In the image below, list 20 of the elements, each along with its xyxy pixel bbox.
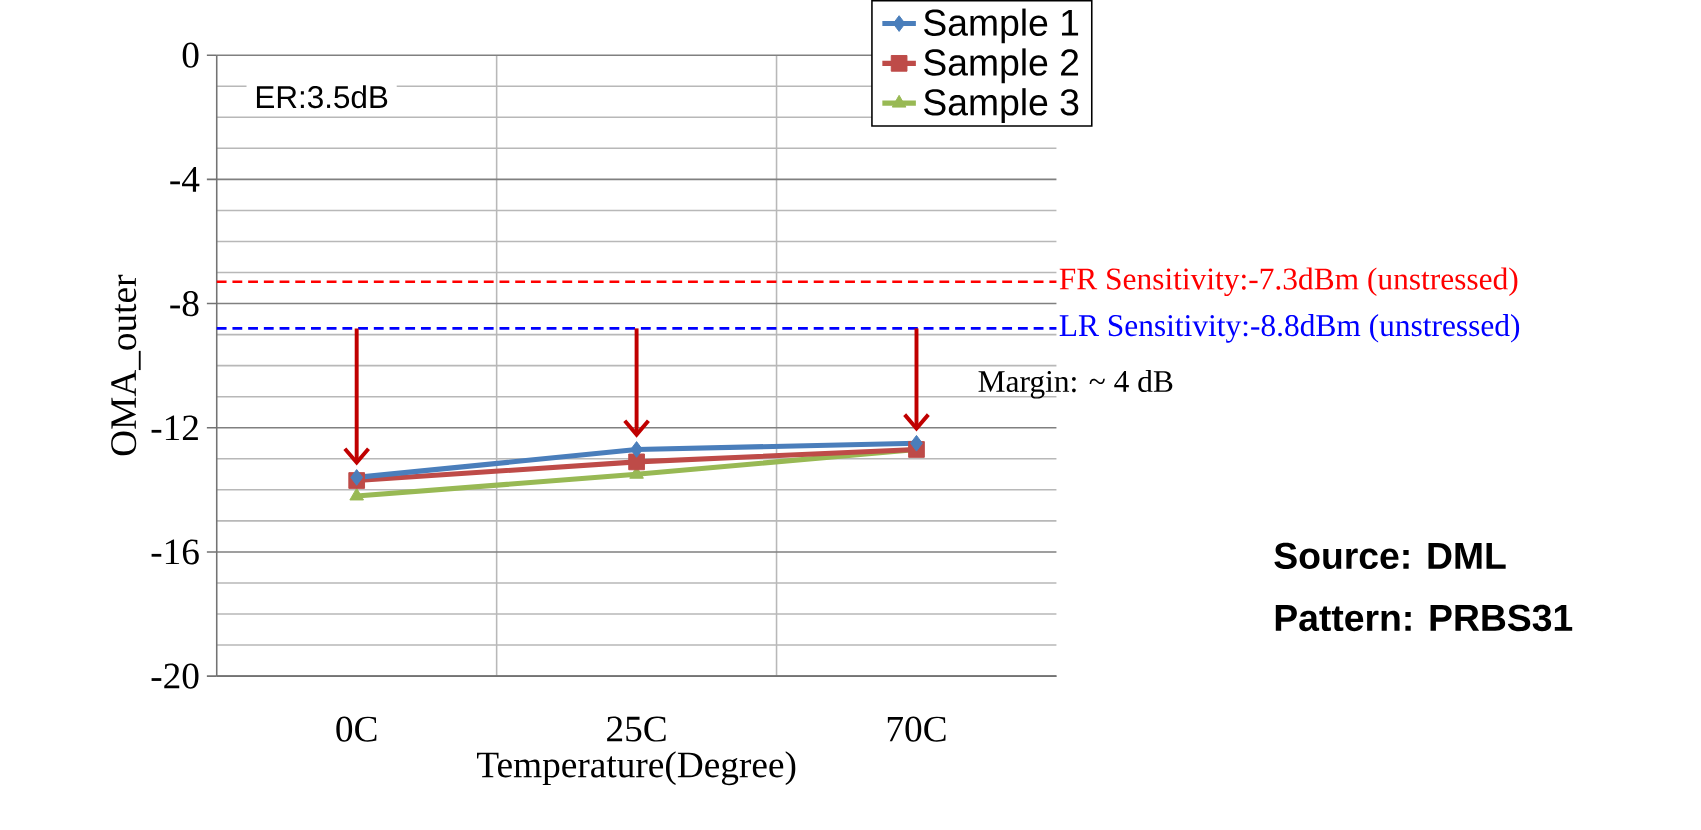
annotation: Margin: ~ 4 dB — [978, 370, 1173, 399]
x-tick-label: 70C — [887, 716, 946, 742]
legend-label: Sample 1 — [924, 8, 1079, 44]
y-tick-label: 0 — [182, 42, 199, 68]
y-axis-title: OMA_outer — [111, 274, 141, 456]
x-tick-label: 0C — [336, 716, 377, 742]
y-tick-label: -20 — [151, 663, 199, 689]
x-axis-title: Temperature(Degree) — [477, 751, 796, 786]
legend-label: Sample 3 — [924, 88, 1079, 124]
legend-label: Sample 2 — [924, 48, 1079, 84]
y-tick-label: -8 — [170, 291, 199, 317]
annotation: ER:3.5dB — [256, 85, 388, 109]
ref-line-label: LR Sensitivity:-8.8dBm (unstressed) — [1059, 314, 1520, 343]
y-tick-label: -12 — [151, 415, 198, 441]
y-tick-label: -4 — [170, 167, 200, 192]
text: Pattern: PRBS31 — [1275, 604, 1573, 632]
source-note: Source: DML — [1274, 542, 1506, 570]
x-tick-label: 25C — [607, 716, 666, 742]
ref-line-label: FR Sensitivity:-7.3dBm (unstressed) — [1059, 267, 1518, 297]
y-tick-label: -16 — [151, 539, 199, 565]
